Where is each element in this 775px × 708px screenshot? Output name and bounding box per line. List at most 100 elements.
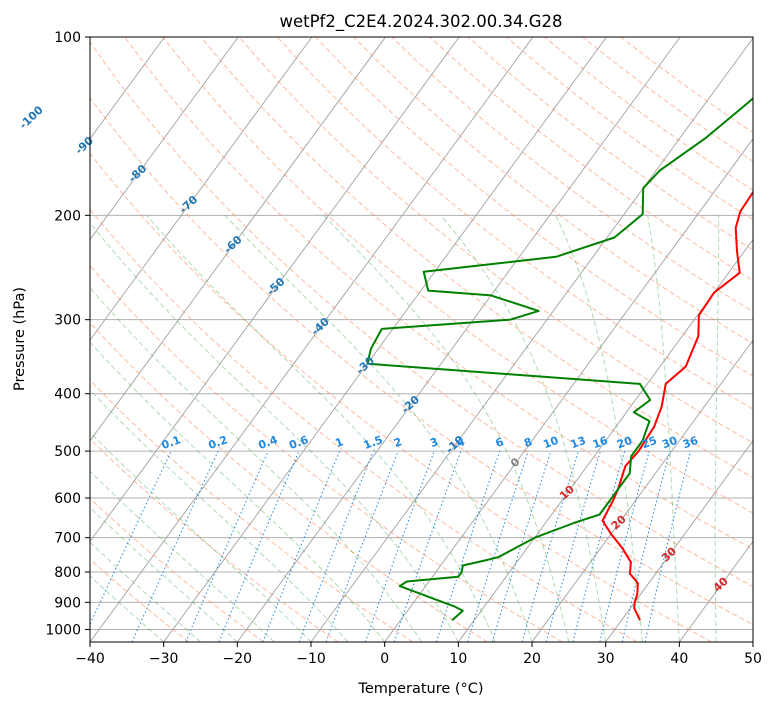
y-axis: 100 200 300 400 500 600 700 800 900 1000 — [45, 30, 90, 638]
mixing-ratio-line — [491, 450, 552, 642]
mixing-ratio-line — [325, 450, 399, 642]
moist-adiabat-line — [647, 215, 680, 642]
isotherm-line — [310, 37, 753, 642]
x-tick-label: −30 — [149, 651, 179, 667]
mixing-ratio-line — [364, 450, 435, 642]
x-tick-label: −10 — [296, 651, 326, 667]
y-tick-label: 700 — [54, 531, 81, 547]
mixing-ratio-line — [521, 450, 579, 642]
mixing-ratio-label: 10 — [541, 434, 560, 452]
mixing-ratio-line — [599, 450, 650, 642]
dry-adiabat-line — [200, 37, 753, 479]
dry-adiabat-line — [90, 96, 753, 626]
y-tick-label: 200 — [54, 208, 81, 224]
mixing-ratio-line — [218, 450, 300, 642]
moist-adiabat-line — [440, 214, 607, 642]
mixing-ratio-line — [572, 450, 626, 642]
mixing-ratio-line — [435, 450, 501, 642]
mixing-ratio-label: 0.4 — [257, 433, 280, 452]
mixing-ratio-line — [545, 450, 601, 642]
isotherm-line — [90, 37, 534, 642]
mixing-ratio-label: 0.2 — [207, 433, 230, 452]
mixing-ratio-label: 25 — [640, 434, 659, 451]
isotherm-line — [163, 37, 607, 642]
x-tick-label: −40 — [75, 651, 105, 667]
y-tick-label: 900 — [54, 595, 81, 611]
y-tick-label: 500 — [54, 444, 81, 460]
mixing-ratio-line — [185, 450, 269, 642]
moist-adiabat-line — [90, 575, 165, 642]
isotherm-line — [90, 37, 386, 442]
dry-adiabat-line — [124, 37, 753, 550]
moist-adiabat-line — [90, 222, 459, 642]
moist-adiabat-line — [555, 215, 643, 642]
dry-adiabat-line — [90, 152, 712, 642]
mixing-ratio-label: 1.5 — [362, 433, 385, 452]
dry-adiabat-line — [90, 41, 753, 588]
mixing-ratio-label: 30 — [660, 434, 679, 452]
x-tick-label: 50 — [744, 651, 762, 667]
dewpoint-profile-line — [366, 97, 753, 622]
moist-adiabat-line — [714, 215, 720, 642]
dry-adiabat-line — [90, 558, 190, 642]
dry-adiabat-line — [90, 208, 638, 642]
x-tick-label: 40 — [670, 651, 688, 667]
mixing-ratio-line — [393, 450, 462, 642]
plot-frame — [89, 36, 754, 643]
isotherm-line — [90, 37, 165, 140]
data-layer — [366, 97, 753, 622]
x-tick-label: 30 — [597, 651, 615, 667]
y-tick-label: 600 — [54, 491, 81, 507]
y-tick-label: 300 — [54, 313, 81, 329]
moist-adiabat-line — [90, 541, 201, 642]
moist-adiabat-line — [323, 214, 570, 642]
isotherm-line — [90, 37, 239, 241]
x-tick-label: 20 — [523, 651, 541, 667]
x-axis-label: Temperature (°C) — [357, 681, 483, 697]
x-tick-label: 10 — [449, 651, 467, 667]
mixing-ratio-line — [621, 450, 671, 642]
moist-adiabat-line — [224, 214, 533, 642]
mixing-ratio-label: 2 — [392, 435, 404, 450]
mixing-ratio-label: 0.1 — [160, 433, 183, 452]
moist-adiabat-line — [146, 214, 496, 642]
mixing-ratio-label: 4 — [455, 435, 467, 450]
x-tick-label: −20 — [223, 651, 253, 667]
dry-adiabat-line — [90, 379, 414, 642]
moist-adiabat-line — [90, 341, 386, 642]
isotherm-line — [457, 238, 753, 642]
mixing-ratio-label: 8 — [522, 435, 534, 450]
mixing-ratio-line — [644, 450, 692, 642]
isotherm-line — [531, 339, 753, 642]
dry-adiabat-line — [162, 37, 753, 514]
mixing-ratio-label: 1 — [334, 435, 346, 450]
chart-title: wetPf2_C2E4.2024.302.00.34.G28 — [279, 12, 562, 32]
moist-adiabat-line — [90, 389, 349, 642]
dry-adiabat-line — [90, 265, 563, 642]
mixing-ratio-label: 6 — [494, 435, 506, 450]
isotherm-line — [384, 138, 753, 642]
temperature-profile-line — [601, 190, 753, 621]
isotherm-line — [236, 37, 681, 642]
mixing-ratio-line — [298, 450, 374, 642]
isotherm-label: -100 — [17, 103, 46, 132]
mixing-ratio-label: 0.6 — [287, 433, 310, 452]
mixing-ratio-label: 16 — [591, 434, 610, 452]
mixing-ratio-label: 3 — [428, 435, 440, 450]
y-tick-label: 800 — [54, 565, 81, 581]
y-tick-label: 400 — [54, 387, 81, 403]
mixing-ratio-line — [467, 450, 529, 642]
moist-adiabat-line — [90, 431, 312, 642]
y-axis-label: Pressure (hPa) — [12, 287, 28, 391]
mixing-ratio-line — [262, 450, 340, 642]
dry-adiabat-line — [276, 37, 753, 410]
y-tick-label: 1000 — [45, 622, 81, 638]
isotherm-line — [605, 439, 753, 642]
y-tick-label: 100 — [54, 30, 81, 46]
plot-background — [90, 37, 753, 642]
mixing-ratio-label: 36 — [681, 434, 700, 452]
x-tick-label: 0 — [380, 651, 389, 667]
isotherm-line — [752, 641, 753, 642]
